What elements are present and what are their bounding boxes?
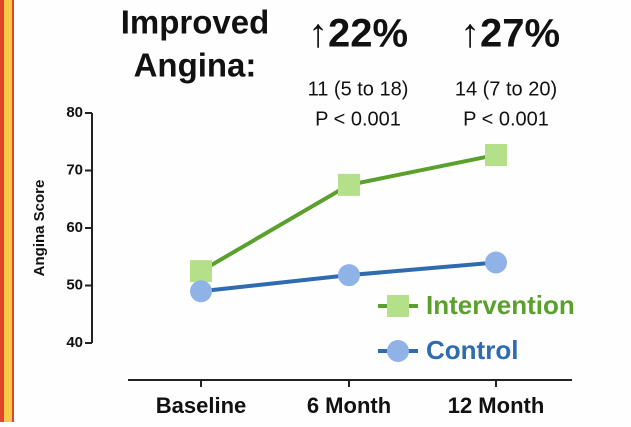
legend-marker — [387, 340, 409, 362]
marker — [190, 280, 212, 303]
marker — [338, 264, 360, 287]
y-tick-label: 60 — [66, 219, 83, 236]
annotation: Angina: — [134, 47, 257, 84]
marker — [190, 260, 212, 283]
annotation: P < 0.001 — [315, 108, 401, 130]
annotation: ↑27% — [460, 12, 560, 56]
legend-marker — [387, 295, 409, 317]
annotation: 11 (5 to 18) — [308, 78, 409, 100]
y-axis-label: Angina Score — [31, 180, 48, 277]
x-tick-label: Baseline — [156, 393, 247, 418]
legend-label: Intervention — [426, 290, 575, 320]
y-tick-label: 70 — [66, 161, 83, 178]
side-border — [0, 0, 4, 422]
marker — [485, 251, 507, 274]
annotation: P < 0.001 — [463, 108, 549, 130]
annotation: Improved — [121, 4, 270, 41]
series-line — [199, 153, 497, 273]
side-border — [12, 0, 14, 422]
y-tick-label: 80 — [66, 104, 83, 121]
annotation: 14 (7 to 20) — [455, 78, 557, 100]
legend-label: Control — [426, 335, 518, 365]
x-tick-label: 12 Month — [448, 393, 545, 418]
marker — [338, 173, 360, 196]
x-tick-label: 6 Month — [307, 393, 391, 418]
annotation: ↑22% — [308, 12, 408, 56]
marker — [485, 143, 507, 166]
y-tick-label: 50 — [66, 276, 83, 293]
y-tick-label: 40 — [66, 334, 83, 351]
